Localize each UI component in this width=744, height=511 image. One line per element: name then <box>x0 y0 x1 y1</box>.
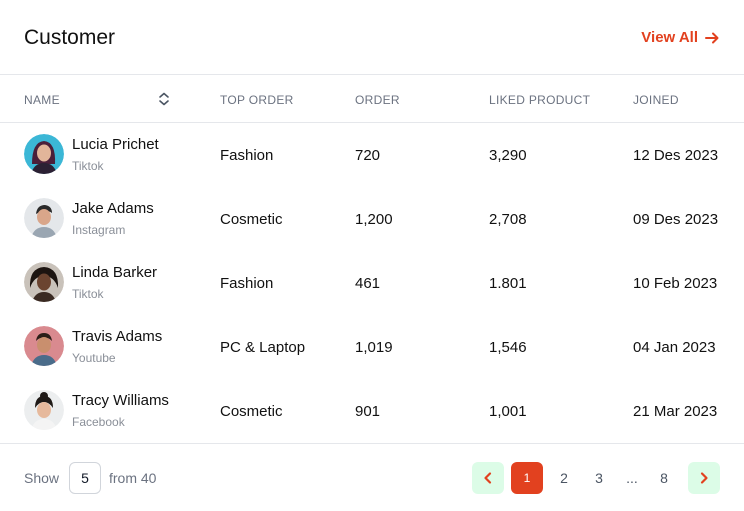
table-header: NAME TOP ORDER ORDER LIKED PRODUCT JOINE… <box>0 75 744 123</box>
column-header-order: ORDER <box>355 93 400 107</box>
total-count-label: from 40 <box>109 470 157 486</box>
customer-source: Facebook <box>72 415 125 429</box>
joined-cell: 09 Des 2023 <box>633 211 719 228</box>
column-header-name: NAME <box>24 93 60 107</box>
show-label: Show <box>24 470 60 486</box>
customer-name: Lucia Prichet <box>72 136 159 153</box>
order-cell: 901 <box>355 403 381 420</box>
page-button-3[interactable]: 3 <box>595 470 603 486</box>
customer-source: Tiktok <box>72 159 104 173</box>
page-button-1[interactable]: 1 <box>511 462 543 494</box>
top-order-cell: Fashion <box>220 275 274 292</box>
avatar <box>24 390 64 430</box>
joined-cell: 12 Des 2023 <box>633 147 719 164</box>
column-header-liked-product: LIKED PRODUCT <box>489 93 591 107</box>
avatar <box>24 262 64 302</box>
joined-cell: 21 Mar 2023 <box>633 403 718 420</box>
customer-source: Tiktok <box>72 287 104 301</box>
customer-source: Youtube <box>72 351 116 365</box>
liked-product-cell: 1,001 <box>489 403 527 420</box>
view-all-link[interactable]: View All <box>641 29 720 46</box>
top-order-cell: Cosmetic <box>220 211 283 228</box>
table-row[interactable]: Lucia Prichet Tiktok Fashion 720 3,290 1… <box>0 123 744 187</box>
joined-cell: 10 Feb 2023 <box>633 275 718 292</box>
next-page-button[interactable] <box>688 462 720 494</box>
sort-icon[interactable] <box>157 91 171 107</box>
page-button-2[interactable]: 2 <box>560 470 568 486</box>
table-row[interactable]: Tracy Williams Facebook Cosmetic 901 1,0… <box>0 379 744 443</box>
table-footer: Show 5 from 40 1 2 3 ... 8 <box>0 443 744 511</box>
liked-product-cell: 1,546 <box>489 339 527 356</box>
chevron-right-icon <box>700 472 708 484</box>
page-ellipsis: ... <box>626 470 638 486</box>
chevron-left-icon <box>484 472 492 484</box>
previous-page-button[interactable] <box>472 462 504 494</box>
order-cell: 1,019 <box>355 339 393 356</box>
page-size-select[interactable]: 5 <box>69 462 101 494</box>
order-cell: 1,200 <box>355 211 393 228</box>
card-header: Customer View All <box>0 0 744 75</box>
customer-name: Jake Adams <box>72 200 154 217</box>
table-row[interactable]: Travis Adams Youtube PC & Laptop 1,019 1… <box>0 315 744 379</box>
order-cell: 461 <box>355 275 381 292</box>
order-cell: 720 <box>355 147 381 164</box>
page-title: Customer <box>24 26 116 49</box>
liked-product-cell: 1.801 <box>489 275 527 292</box>
liked-product-cell: 2,708 <box>489 211 527 228</box>
customer-name: Travis Adams <box>72 328 163 345</box>
arrow-right-icon <box>705 32 719 43</box>
column-header-joined: JOINED <box>633 93 679 107</box>
customer-source: Instagram <box>72 223 126 237</box>
top-order-cell: PC & Laptop <box>220 339 306 356</box>
table-row[interactable]: Jake Adams Instagram Cosmetic 1,200 2,70… <box>0 187 744 251</box>
top-order-cell: Cosmetic <box>220 403 283 420</box>
customer-name: Linda Barker <box>72 264 158 281</box>
liked-product-cell: 3,290 <box>489 147 527 164</box>
joined-cell: 04 Jan 2023 <box>633 339 716 356</box>
page-button-8[interactable]: 8 <box>660 470 668 486</box>
column-header-top-order: TOP ORDER <box>220 93 294 107</box>
top-order-cell: Fashion <box>220 147 274 164</box>
customer-name: Tracy Williams <box>72 392 169 409</box>
avatar <box>24 134 64 174</box>
avatar <box>24 198 64 238</box>
avatar <box>24 326 64 366</box>
table-row[interactable]: Linda Barker Tiktok Fashion 461 1.801 10… <box>0 251 744 315</box>
view-all-label: View All <box>641 29 698 46</box>
